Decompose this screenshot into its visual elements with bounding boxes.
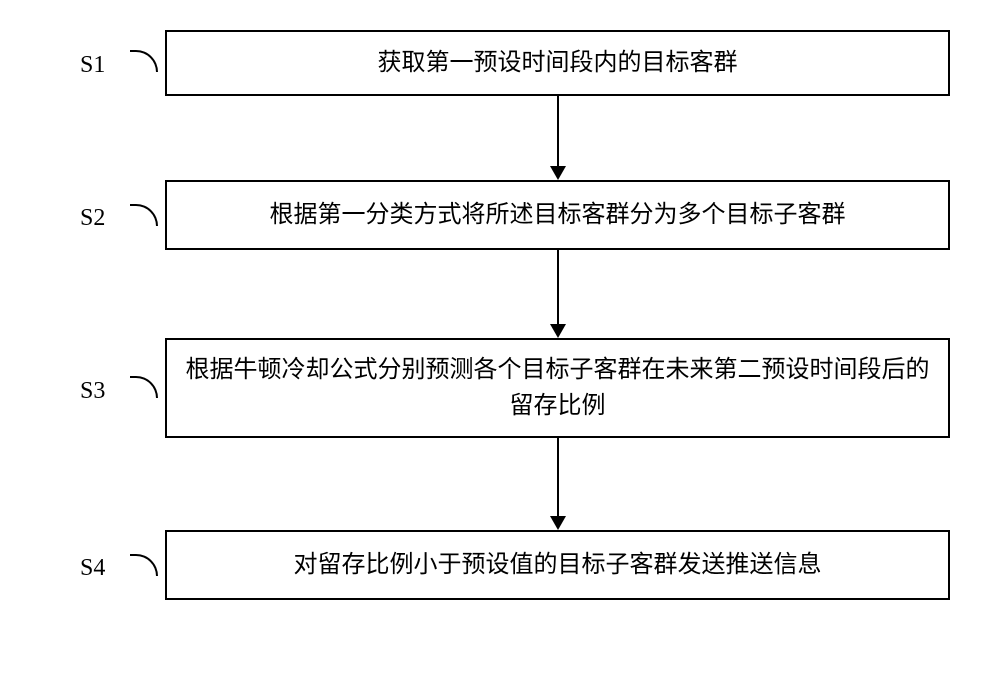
step-label-s2: S2 [80,205,105,232]
arrow-head-s2-s3 [550,324,566,338]
step-box-s1: 获取第一预设时间段内的目标客群 [165,30,950,96]
step-box-s3: 根据牛顿冷却公式分别预测各个目标子客群在未来第二预设时间段后的留存比例 [165,338,950,438]
step-box-s2: 根据第一分类方式将所述目标客群分为多个目标子客群 [165,180,950,250]
step-text-s4: 对留存比例小于预设值的目标子客群发送推送信息 [294,547,822,583]
step-text-s1: 获取第一预设时间段内的目标客群 [378,45,738,81]
step-label-s1: S1 [80,52,105,79]
arrow-s1-s2 [557,96,559,168]
arrow-s2-s3 [557,250,559,326]
step-text-s2: 根据第一分类方式将所述目标客群分为多个目标子客群 [270,197,846,233]
step-box-s4: 对留存比例小于预设值的目标子客群发送推送信息 [165,530,950,600]
arrow-s3-s4 [557,438,559,518]
connector-s1 [130,50,158,72]
step-label-s4: S4 [80,555,105,582]
connector-s2 [130,204,158,226]
connector-s3 [130,376,158,398]
arrow-head-s1-s2 [550,166,566,180]
step-label-s3: S3 [80,378,105,405]
step-text-s3: 根据牛顿冷却公式分别预测各个目标子客群在未来第二预设时间段后的留存比例 [179,352,936,424]
connector-s4 [130,554,158,576]
arrow-head-s3-s4 [550,516,566,530]
